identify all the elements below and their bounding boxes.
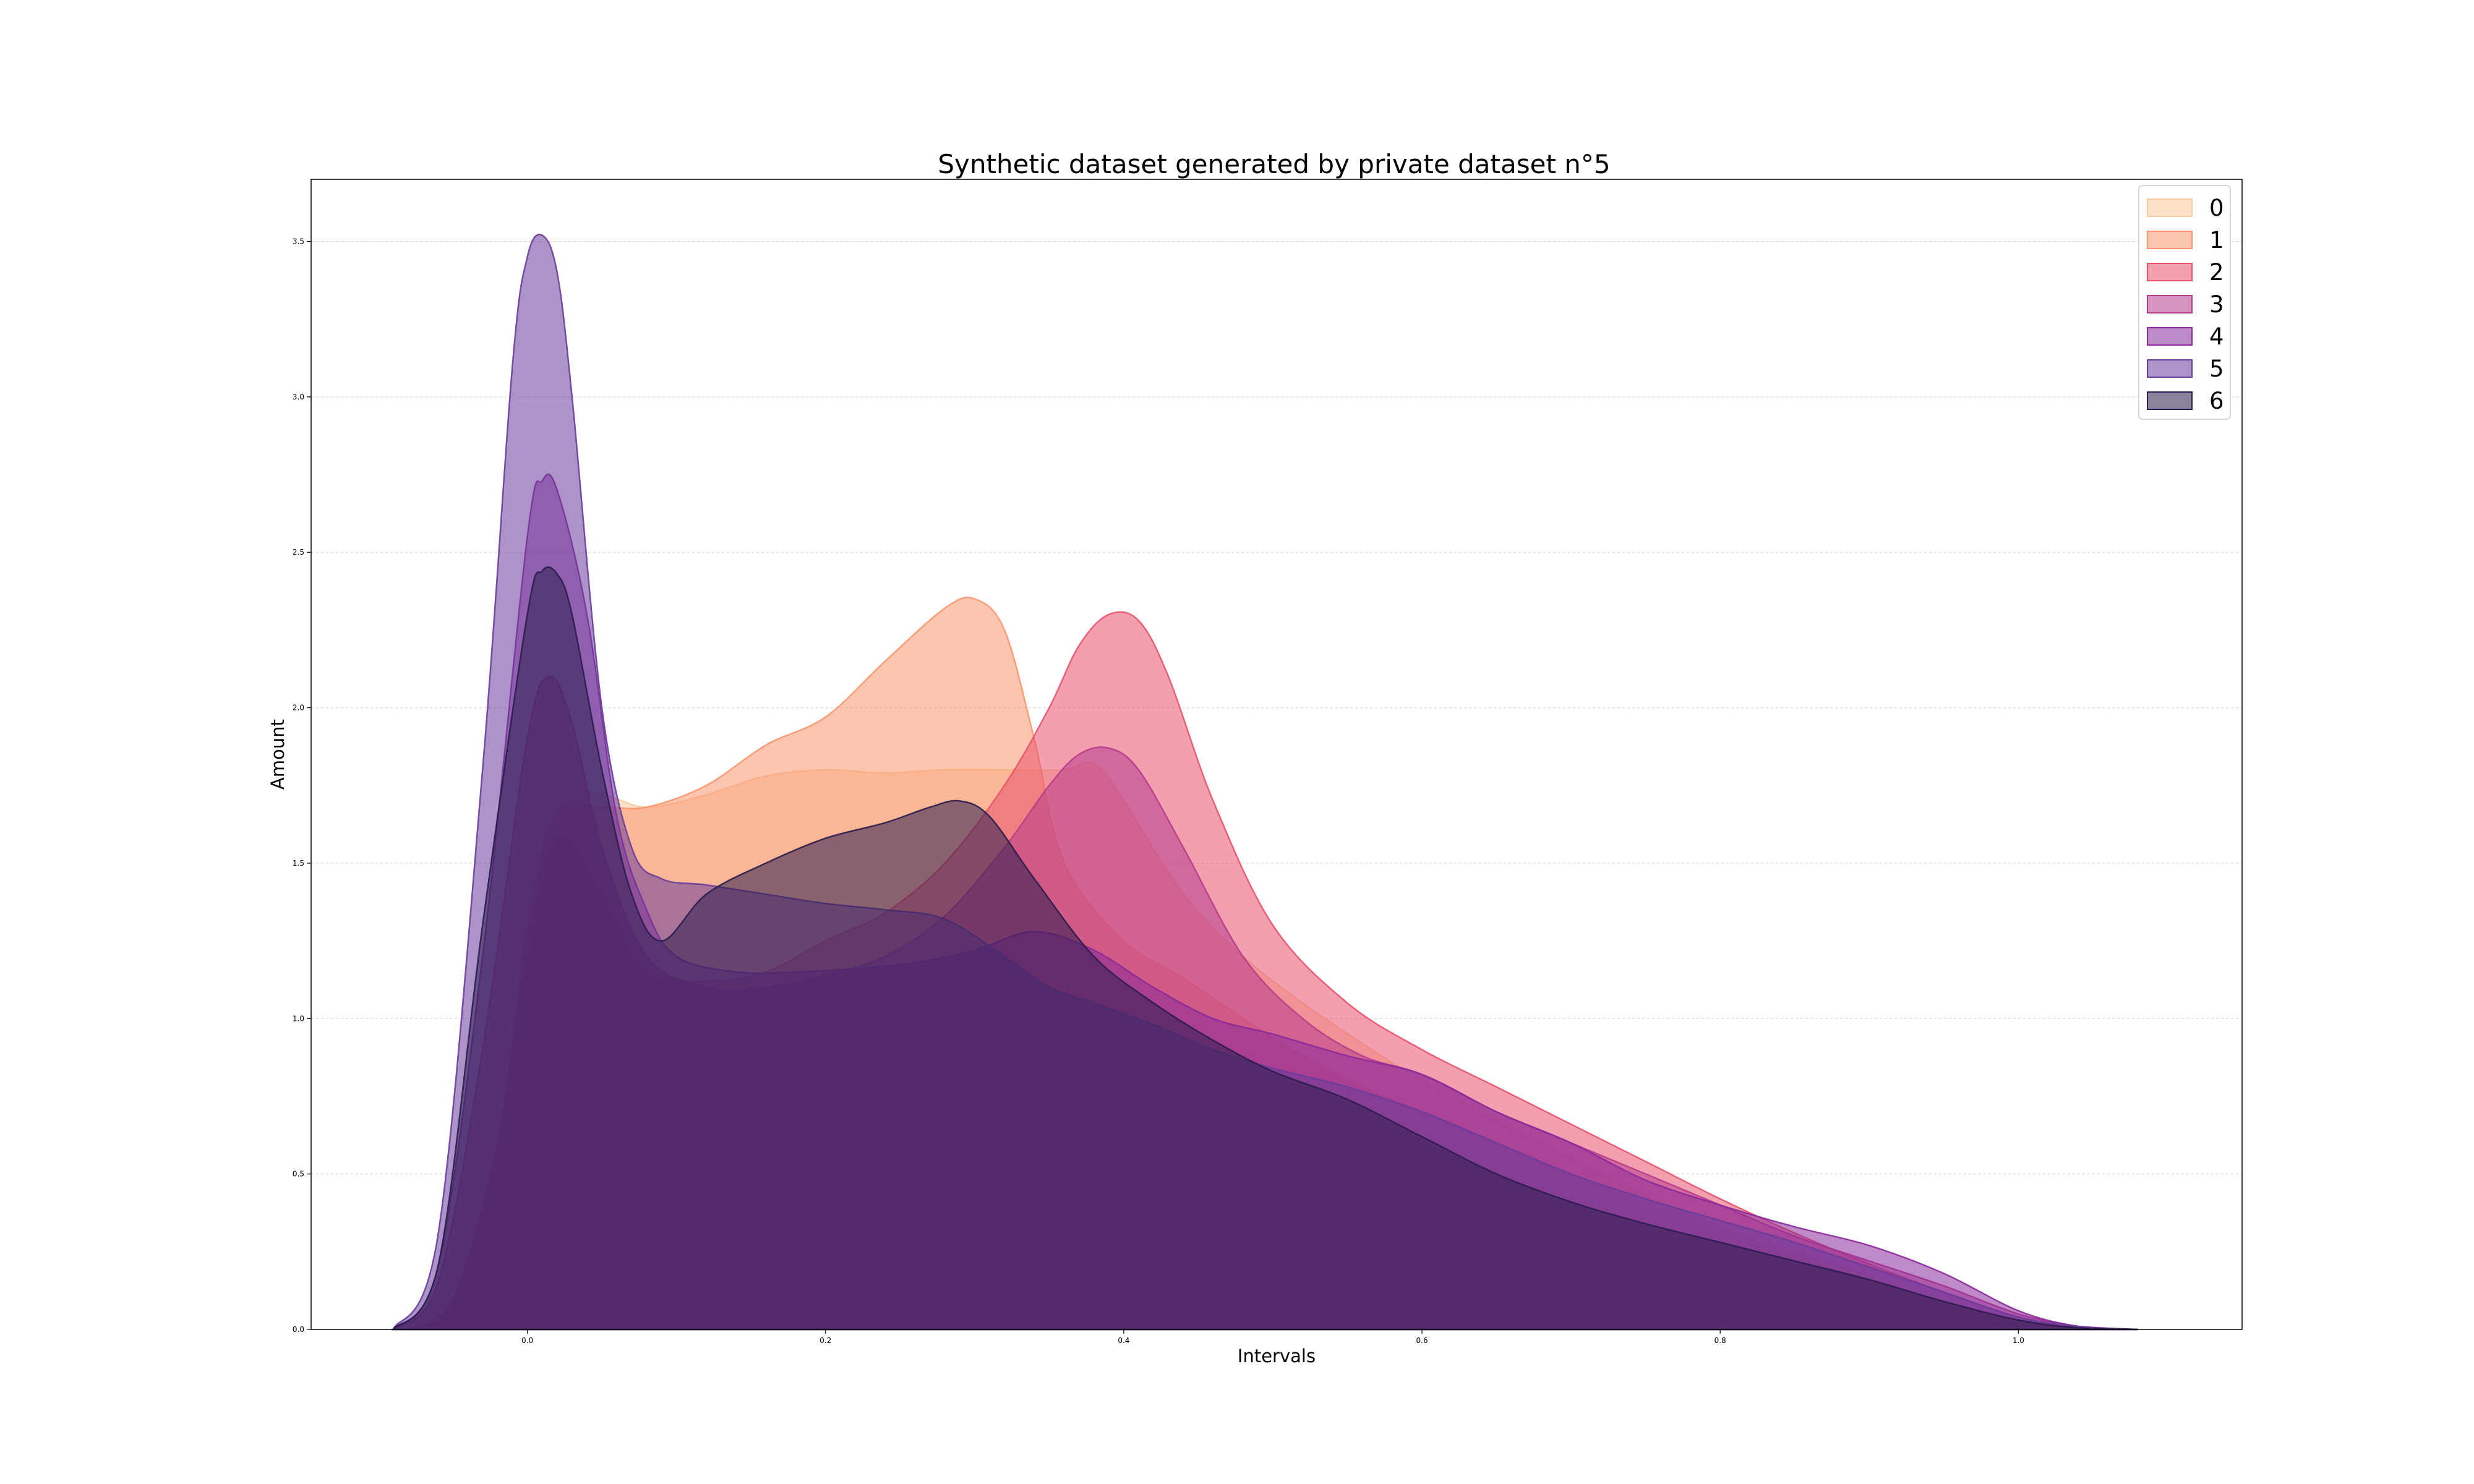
plot-frame [310,179,2243,1330]
y-tick-label-4: 2.0 [293,704,304,712]
x-axis-label: Intervals [1238,1345,1316,1367]
legend-label-0: 0 [2209,195,2224,221]
y-tick-label-0: 0.0 [293,1325,304,1334]
y-axis-label: Amount [267,719,288,790]
x-tick-label-2: 0.4 [1118,1336,1129,1345]
legend-swatch-3 [2147,295,2193,313]
legend-label-4: 4 [2209,323,2224,350]
density-areas [391,234,2138,1331]
legend-label-2: 2 [2209,259,2224,286]
legend: 0 1 2 3 4 5 6 [2138,185,2231,420]
y-tick-label-2: 1.0 [293,1014,304,1023]
legend-label-6: 6 [2209,388,2224,414]
legend-label-5: 5 [2209,356,2224,382]
legend-swatch-1 [2147,231,2193,249]
y-tick-label-5: 2.5 [293,548,304,556]
y-tick-label-6: 3.0 [293,393,304,401]
y-axis-ticks: 0.0 0.5 1.0 1.5 2.0 2.5 3.0 3.5 [293,237,311,1334]
x-tick-label-1: 0.2 [820,1336,831,1345]
x-tick-label-0: 0.0 [521,1336,533,1345]
legend-label-3: 3 [2209,291,2224,318]
x-tick-label-5: 1.0 [2013,1336,2024,1345]
y-tick-label-1: 0.5 [293,1170,304,1179]
x-axis-ticks: 0.0 0.2 0.4 0.6 0.8 1.0 [521,1329,2024,1345]
x-tick-label-3: 0.6 [1416,1336,1428,1345]
legend-swatch-2 [2147,263,2193,281]
legend-swatch-0 [2147,198,2193,217]
legend-swatch-4 [2147,327,2193,346]
x-tick-label-4: 0.8 [1714,1336,1726,1345]
chart-title: Synthetic dataset generated by private d… [938,149,1610,179]
legend-swatch-6 [2147,391,2193,410]
y-tick-label-7: 3.5 [293,237,304,246]
density-area-6 [392,566,2138,1331]
legend-label-1: 1 [2209,227,2224,254]
legend-swatch-5 [2147,359,2193,378]
y-tick-label-3: 1.5 [293,859,304,868]
